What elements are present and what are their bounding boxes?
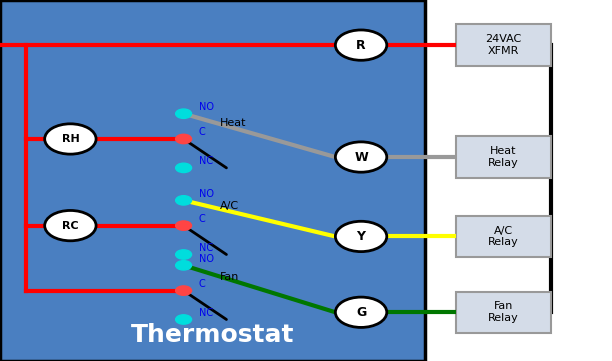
- Text: NC: NC: [199, 156, 213, 166]
- Text: RC: RC: [62, 221, 79, 231]
- Circle shape: [335, 221, 387, 252]
- Text: W: W: [354, 151, 368, 164]
- Circle shape: [176, 250, 192, 259]
- Text: R: R: [356, 39, 366, 52]
- Circle shape: [176, 221, 192, 230]
- Text: Fan
Relay: Fan Relay: [488, 301, 519, 323]
- Circle shape: [176, 261, 192, 270]
- FancyBboxPatch shape: [456, 216, 551, 257]
- Text: Heat
Relay: Heat Relay: [488, 146, 519, 168]
- Text: NO: NO: [199, 253, 214, 264]
- Circle shape: [176, 315, 192, 324]
- Text: Thermostat: Thermostat: [131, 323, 294, 347]
- Circle shape: [176, 109, 192, 118]
- FancyBboxPatch shape: [456, 25, 551, 66]
- Circle shape: [176, 134, 192, 144]
- FancyBboxPatch shape: [0, 0, 425, 361]
- Text: 24VAC
XFMR: 24VAC XFMR: [485, 34, 521, 56]
- Text: NC: NC: [199, 308, 213, 318]
- Circle shape: [176, 286, 192, 295]
- FancyBboxPatch shape: [456, 136, 551, 178]
- Circle shape: [45, 210, 96, 241]
- Text: Y: Y: [357, 230, 365, 243]
- Text: NO: NO: [199, 188, 214, 199]
- Text: G: G: [356, 306, 366, 319]
- Text: Heat: Heat: [220, 118, 247, 128]
- Text: NC: NC: [199, 243, 213, 253]
- Circle shape: [176, 196, 192, 205]
- Circle shape: [176, 163, 192, 173]
- Text: RH: RH: [61, 134, 80, 144]
- Circle shape: [335, 142, 387, 172]
- Circle shape: [335, 297, 387, 327]
- Text: C: C: [199, 214, 206, 224]
- Text: C: C: [199, 127, 206, 137]
- Text: NO: NO: [199, 102, 214, 112]
- FancyBboxPatch shape: [456, 292, 551, 333]
- Text: A/C: A/C: [220, 201, 239, 211]
- Text: Fan: Fan: [220, 271, 240, 282]
- Circle shape: [335, 30, 387, 60]
- Circle shape: [45, 124, 96, 154]
- Text: C: C: [199, 279, 206, 289]
- Text: A/C
Relay: A/C Relay: [488, 226, 519, 247]
